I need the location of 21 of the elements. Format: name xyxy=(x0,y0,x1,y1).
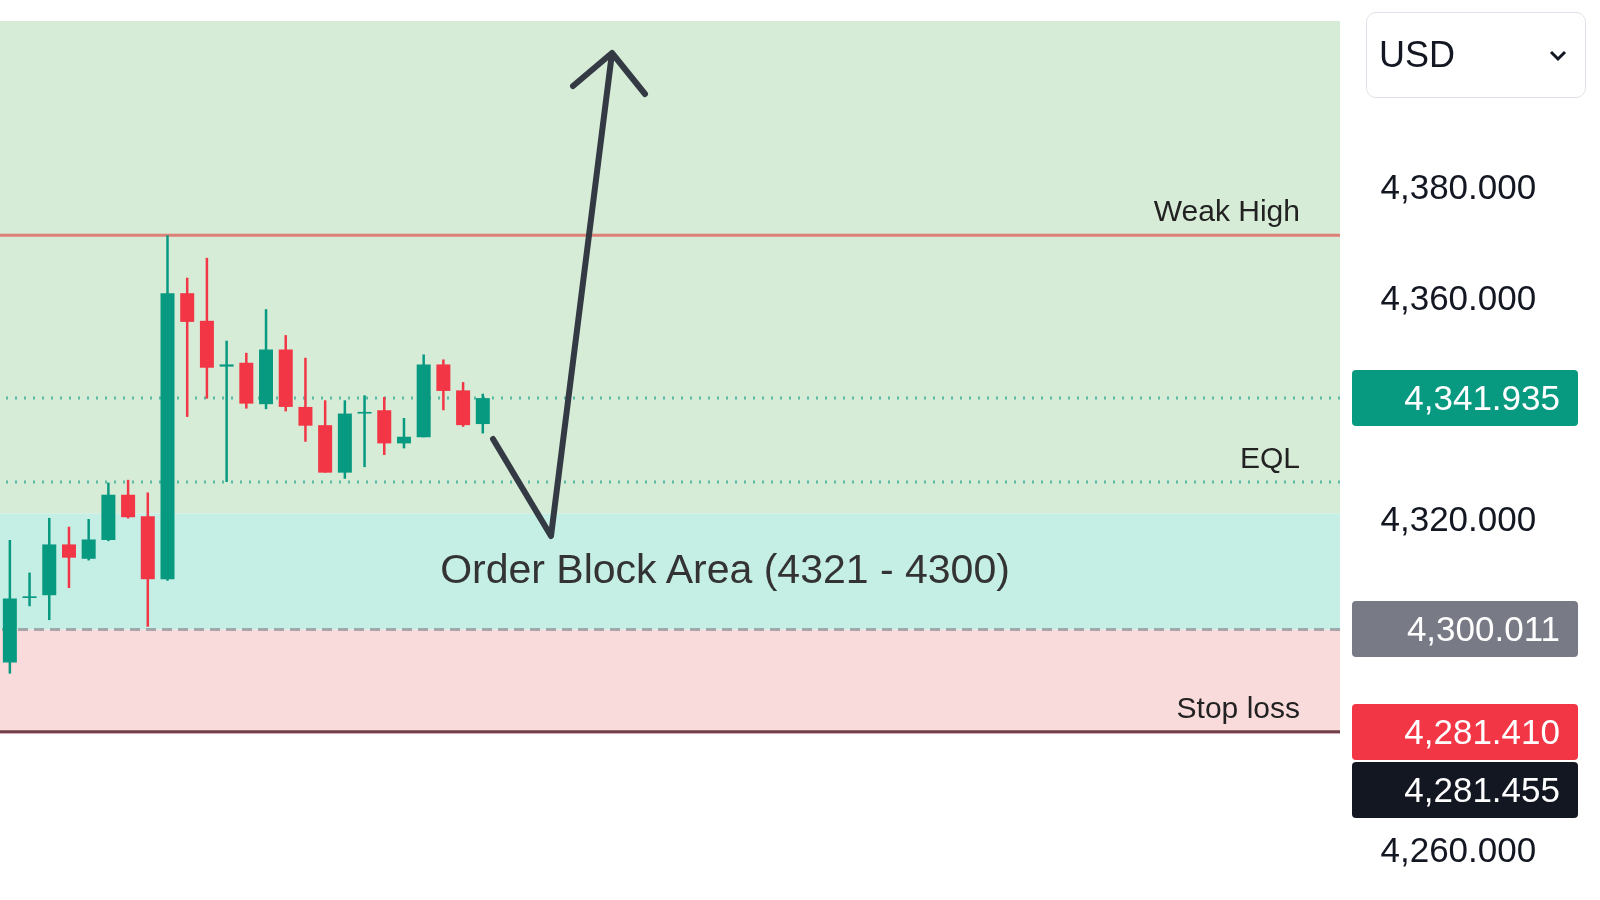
annotation: Stop loss xyxy=(1176,690,1300,724)
ref-line-label: 4,341.935 xyxy=(1352,369,1578,426)
candlestick xyxy=(121,478,136,520)
candlestick xyxy=(61,525,76,590)
y-tick-label: 4,320.000 xyxy=(1380,498,1537,538)
ref-line-label: 4,300.011 xyxy=(1352,601,1578,658)
candlestick xyxy=(396,416,411,450)
text: USD xyxy=(1379,34,1456,75)
candlestick xyxy=(219,339,234,484)
y-tick-label: 4,260.000 xyxy=(1380,829,1537,869)
band-label: Order Block Area (4321 - 4300) xyxy=(440,546,1010,593)
candlestick xyxy=(357,394,372,469)
ref-line-label: 4,281.455 xyxy=(1352,762,1578,819)
annotation: Weak High xyxy=(1153,194,1300,228)
annotation: EQL xyxy=(1239,441,1300,475)
y-tick-label: 4,360.000 xyxy=(1380,277,1537,317)
y-tick-label: 4,380.000 xyxy=(1380,167,1537,207)
ref-line-label: 4,281.410 xyxy=(1352,704,1578,761)
candlestick xyxy=(81,517,96,562)
candlestick xyxy=(22,571,37,608)
candlestick xyxy=(298,356,313,443)
